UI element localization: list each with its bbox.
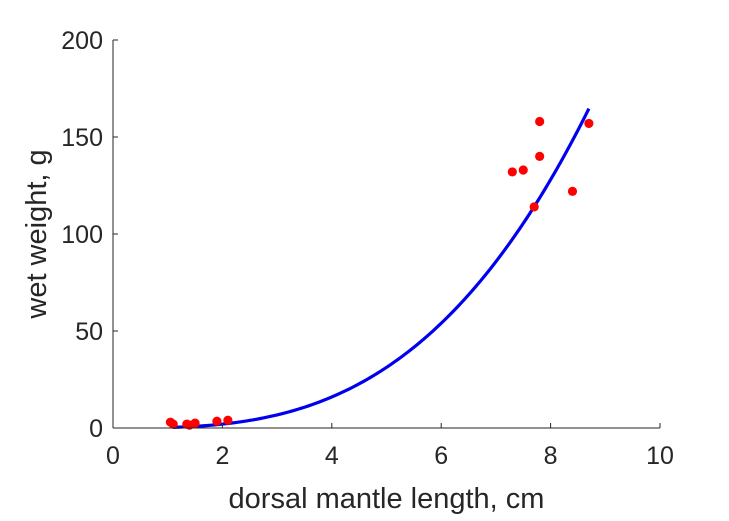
data-point (190, 418, 200, 428)
x-tick-label: 4 (325, 442, 339, 470)
x-tick-label: 8 (544, 442, 558, 470)
y-tick-label: 200 (61, 27, 103, 55)
y-axis-label: wet weight, g (21, 149, 53, 319)
x-tick-label: 6 (434, 442, 448, 470)
data-point (584, 118, 594, 129)
fit-curve (173, 107, 591, 429)
data-point (535, 151, 545, 161)
x-tick-label: 10 (646, 442, 674, 470)
x-tick-label: 0 (106, 442, 120, 470)
data-point (535, 116, 545, 127)
data-point (223, 415, 233, 425)
data-point (529, 202, 539, 212)
x-tick-label: 2 (215, 442, 229, 470)
x-axis: 0 2 4 6 8 10 (106, 423, 674, 470)
data-point (212, 416, 222, 426)
data-point (567, 186, 578, 196)
y-tick-label: 50 (75, 318, 103, 346)
y-tick-label: 0 (89, 415, 103, 443)
plot-area (165, 107, 594, 430)
y-tick-label: 150 (61, 124, 103, 152)
data-point (168, 419, 178, 429)
y-axis: 0 50 100 150 200 (61, 27, 118, 443)
x-axis-label: dorsal mantle length, cm (229, 483, 545, 515)
data-point (507, 167, 517, 177)
y-tick-label: 100 (61, 221, 103, 249)
data-point (518, 165, 528, 175)
